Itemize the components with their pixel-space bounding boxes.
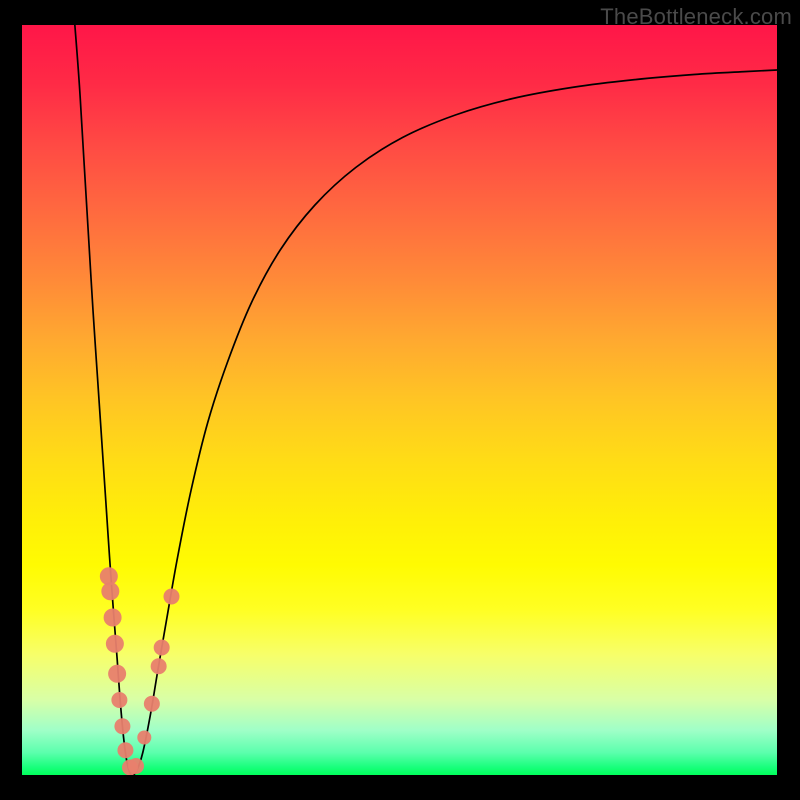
chart-frame: TheBottleneck.com [0,0,800,800]
scatter-point [117,742,133,758]
scatter-point [154,640,170,656]
scatter-point [114,718,130,734]
scatter-points [100,567,180,775]
scatter-point [163,589,179,605]
scatter-point [137,731,151,745]
watermark-text: TheBottleneck.com [600,4,792,30]
scatter-point [128,758,144,774]
scatter-point [101,582,119,600]
scatter-point [104,609,122,627]
plot-area [22,25,777,775]
scatter-point [111,692,127,708]
scatter-point [144,696,160,712]
curve-layer [22,25,777,775]
scatter-point [106,635,124,653]
bottleneck-curve [75,25,777,775]
scatter-point [151,658,167,674]
scatter-point [108,665,126,683]
